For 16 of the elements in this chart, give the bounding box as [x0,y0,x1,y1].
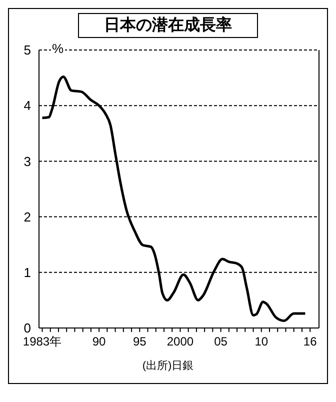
x-tick-label: 90 [92,334,106,349]
x-tick-label: 1983年 [22,334,62,349]
x-tick-label: 2000 [166,334,194,349]
x-tick-label: 10 [254,334,268,349]
x-tick-label: 95 [132,334,147,349]
text: (出所)日銀 [141,359,195,373]
y-tick-label: 5 [24,42,31,58]
x-tick-label: 05 [214,334,228,349]
y-tick-label: 1 [24,265,31,280]
x-tick-label: 16 [303,334,318,349]
chart-title: 日本の潜在成長率 [78,13,258,38]
y-tick-label: 3 [24,154,31,169]
y-tick-label: 0 [24,320,31,336]
y-tick-label: 4 [24,98,31,114]
y-tick-label: 2 [24,209,31,224]
y-axis-title: % [51,41,65,56]
